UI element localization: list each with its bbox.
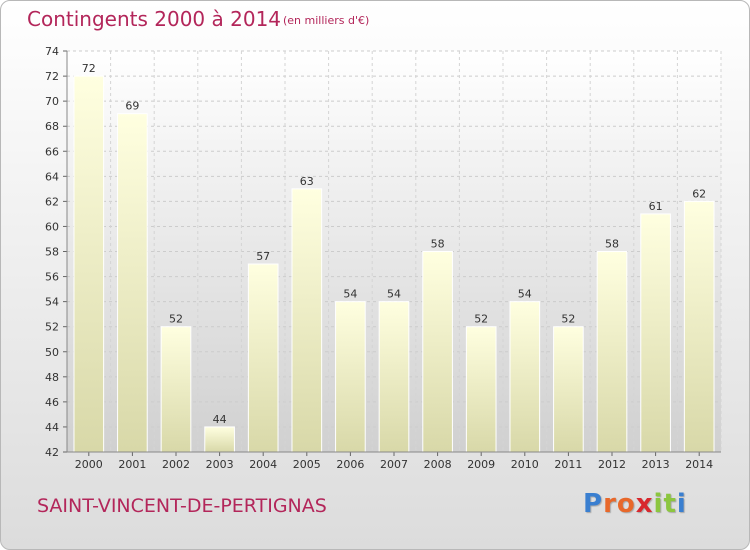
data-label: 54 xyxy=(518,288,532,301)
data-label: 52 xyxy=(474,313,488,326)
logo-letter: x xyxy=(635,489,654,519)
x-tick-label: 2007 xyxy=(380,458,408,471)
y-tick-label: 44 xyxy=(45,421,59,434)
x-tick-label: 2014 xyxy=(685,458,713,471)
x-tick-label: 2006 xyxy=(336,458,364,471)
logo-letter: r xyxy=(603,489,617,519)
data-label: 63 xyxy=(300,175,314,188)
chart-subtitle: (en milliers d'€) xyxy=(283,14,370,27)
x-tick-label: 2004 xyxy=(249,458,277,471)
bar xyxy=(509,301,541,453)
bar xyxy=(73,75,105,453)
y-tick-label: 68 xyxy=(45,120,59,133)
data-label: 61 xyxy=(649,200,663,213)
bar xyxy=(422,251,453,453)
y-tick-label: 62 xyxy=(45,195,59,208)
data-label: 52 xyxy=(561,313,575,326)
labels: 42 44 46 48 50 52 54 56 58 60 62 64 66 68 70 72 74 72 2000… xyxy=(45,45,713,471)
y-tick-label: 48 xyxy=(45,371,59,384)
x-tick-label: 2010 xyxy=(511,458,539,471)
bar xyxy=(204,426,235,453)
logo-letter: i xyxy=(676,489,687,519)
data-label: 54 xyxy=(387,288,401,301)
y-tick-label: 72 xyxy=(45,70,59,83)
y-tick-label: 50 xyxy=(45,346,59,359)
proxiti-logo: Proxiti xyxy=(583,489,687,519)
y-tick-label: 54 xyxy=(45,296,59,309)
data-label: 72 xyxy=(82,62,96,75)
y-tick-label: 42 xyxy=(45,446,59,459)
logo-letter: i xyxy=(653,489,664,519)
bars xyxy=(73,75,715,453)
bar xyxy=(640,213,671,453)
data-label: 58 xyxy=(431,238,445,251)
y-tick-label: 52 xyxy=(45,321,59,334)
y-tick-label: 60 xyxy=(45,220,59,233)
axes xyxy=(63,50,721,456)
y-tick-label: 56 xyxy=(45,271,59,284)
logo-letter: t xyxy=(663,489,677,519)
data-label: 62 xyxy=(692,187,706,200)
logo-letter: o xyxy=(616,489,636,519)
y-tick-label: 70 xyxy=(45,95,59,108)
x-tick-label: 2005 xyxy=(293,458,321,471)
chart-title: Contingents 2000 à 2014 xyxy=(27,7,282,31)
y-tick-label: 66 xyxy=(45,145,59,158)
data-label: 44 xyxy=(213,413,227,426)
bar xyxy=(683,200,715,453)
y-tick-label: 46 xyxy=(45,396,59,409)
x-tick-label: 2001 xyxy=(118,458,146,471)
commune-name: SAINT-VINCENT-DE-PERTIGNAS xyxy=(37,495,327,517)
x-tick-label: 2009 xyxy=(467,458,495,471)
x-tick-label: 2008 xyxy=(424,458,452,471)
data-label: 54 xyxy=(343,288,357,301)
data-label: 57 xyxy=(256,250,270,263)
bar xyxy=(160,326,192,453)
bar xyxy=(247,263,279,453)
bar xyxy=(291,188,323,453)
logo-letter: P xyxy=(583,489,604,519)
bar xyxy=(335,301,366,453)
bar xyxy=(596,251,628,453)
y-tick-label: 58 xyxy=(45,246,59,259)
bar xyxy=(378,301,410,453)
y-tick-label: 74 xyxy=(45,45,59,58)
bar xyxy=(465,326,497,453)
x-tick-label: 2000 xyxy=(75,458,103,471)
x-tick-label: 2003 xyxy=(206,458,234,471)
data-label: 52 xyxy=(169,313,183,326)
data-label: 58 xyxy=(605,238,619,251)
y-tick-label: 64 xyxy=(45,170,59,183)
x-tick-label: 2013 xyxy=(642,458,670,471)
data-label: 69 xyxy=(125,100,139,113)
x-tick-label: 2012 xyxy=(598,458,626,471)
x-tick-label: 2002 xyxy=(162,458,190,471)
bar xyxy=(117,113,148,453)
bar xyxy=(553,326,584,453)
x-tick-label: 2011 xyxy=(554,458,582,471)
